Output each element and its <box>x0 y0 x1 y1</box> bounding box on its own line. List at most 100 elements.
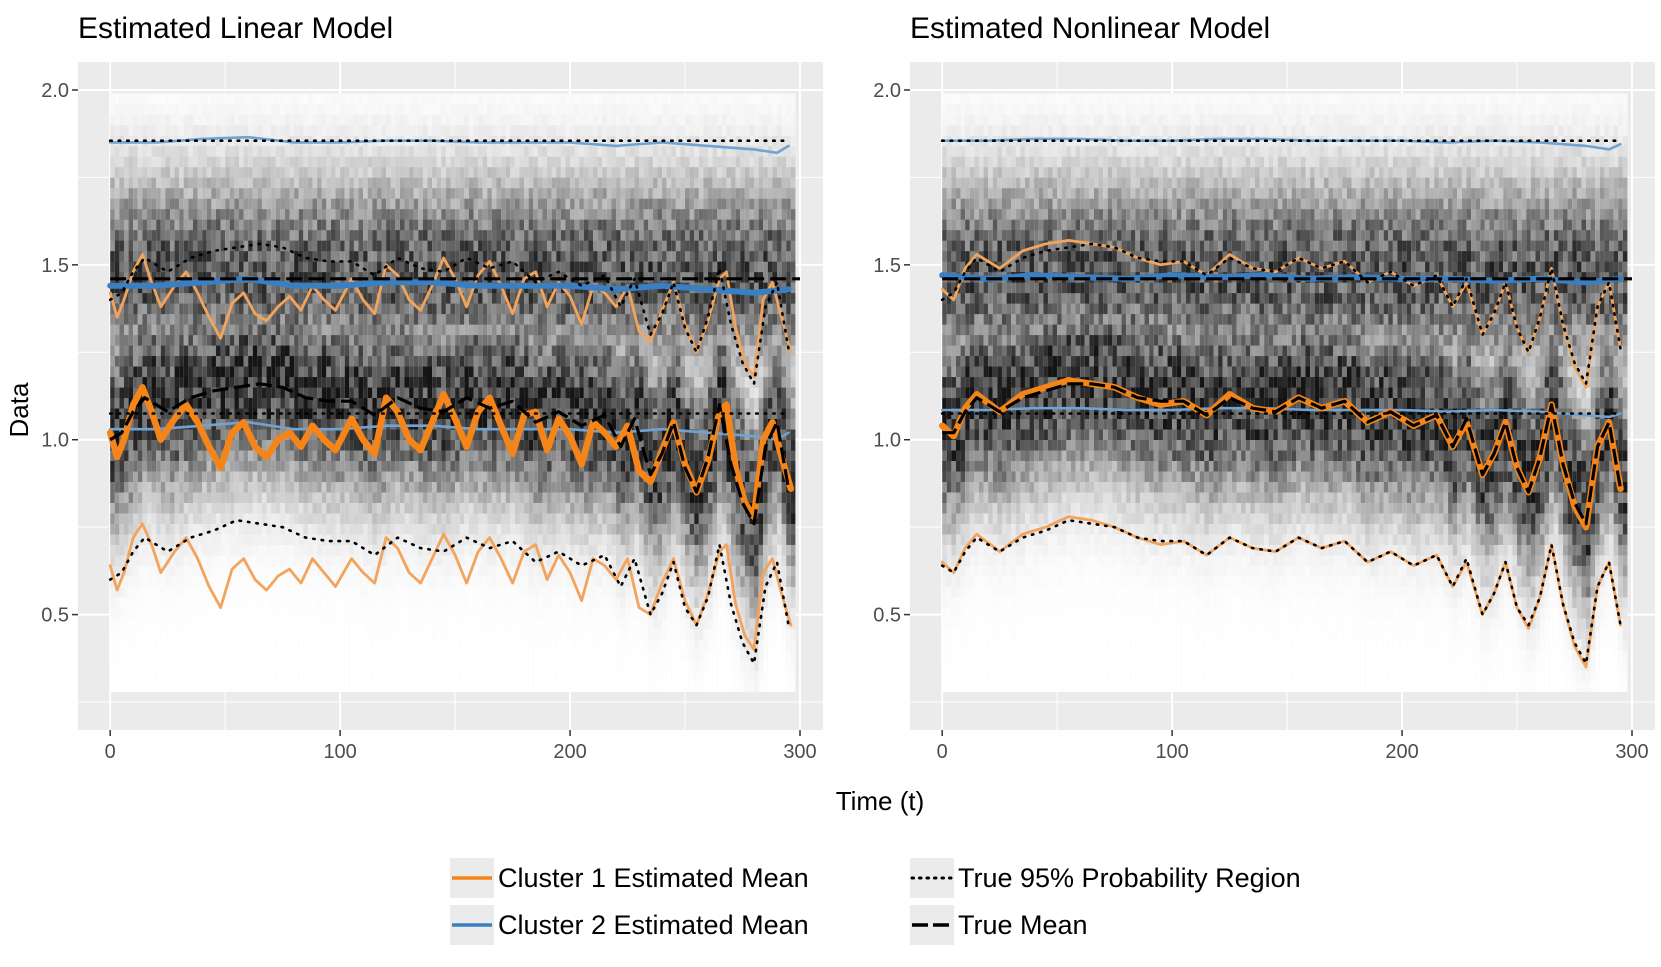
density-cell <box>238 114 244 126</box>
density-cell <box>183 156 189 168</box>
density-cell <box>450 156 456 168</box>
density-cell <box>422 481 428 493</box>
density-cell <box>234 355 239 367</box>
density-cell <box>234 628 239 640</box>
density-cell <box>427 576 433 587</box>
density-cell <box>303 177 308 189</box>
density-cell <box>445 376 451 388</box>
density-cell <box>271 124 276 136</box>
density-cell <box>192 523 198 535</box>
density-cell <box>192 177 198 189</box>
density-cell <box>395 534 400 545</box>
density-cell <box>179 93 184 105</box>
density-cell <box>491 492 497 503</box>
density-cell <box>404 355 410 367</box>
density-cell <box>197 408 203 420</box>
density-cell <box>441 145 446 157</box>
density-cell <box>156 187 161 199</box>
density-cell <box>183 660 189 671</box>
density-cell <box>358 250 364 262</box>
density-cell <box>298 502 304 514</box>
density-cell <box>482 555 488 566</box>
density-cell <box>455 93 460 105</box>
density-cell <box>271 492 276 503</box>
density-cell <box>436 513 442 524</box>
density-cell <box>192 324 198 336</box>
density-cell <box>340 471 345 482</box>
density-cell <box>202 502 207 514</box>
density-cell <box>386 376 391 388</box>
density-cell <box>381 481 387 493</box>
density-cell <box>390 502 396 514</box>
density-cell <box>192 187 198 199</box>
density-cell <box>386 681 391 692</box>
density-cell <box>363 376 368 388</box>
density-cell <box>353 376 359 388</box>
density-cell <box>234 481 239 493</box>
density-cell <box>174 292 180 304</box>
density-cell <box>427 250 433 262</box>
density-cell <box>160 597 166 608</box>
density-cell <box>441 544 446 556</box>
density-cell <box>211 334 216 346</box>
density-cell <box>294 376 299 388</box>
density-cell <box>160 261 166 273</box>
density-cell <box>266 250 272 262</box>
density-cell <box>128 376 134 388</box>
density-cell <box>496 114 502 126</box>
density-cell <box>169 261 175 273</box>
density-cell <box>395 460 400 472</box>
density-cell <box>501 471 506 482</box>
density-cell <box>363 523 368 535</box>
density-cell <box>303 229 308 241</box>
density-cell <box>206 639 212 650</box>
density-cell <box>390 460 396 472</box>
density-cell <box>280 460 285 472</box>
density-cell <box>123 618 129 629</box>
density-cell <box>441 156 446 168</box>
density-cell <box>330 660 336 671</box>
density-cell <box>468 303 474 315</box>
density-cell <box>280 492 285 503</box>
density-cell <box>174 586 180 598</box>
density-cell <box>298 355 304 367</box>
density-cell <box>146 124 152 136</box>
density-cell <box>119 450 124 462</box>
density-cell <box>156 366 161 378</box>
density-cell <box>459 187 465 199</box>
density-cell <box>349 397 354 409</box>
density-cell <box>234 114 239 126</box>
density-cell <box>349 250 354 262</box>
density-cell <box>307 145 313 157</box>
density-cell <box>303 345 308 357</box>
density-cell <box>114 576 120 587</box>
density-cell <box>303 208 308 220</box>
density-cell <box>215 250 221 262</box>
density-cell <box>353 145 359 157</box>
density-cell <box>501 639 506 650</box>
density-cell <box>340 324 345 336</box>
density-cell <box>238 544 244 556</box>
density-cell <box>234 576 239 587</box>
density-cell <box>289 492 295 503</box>
density-cell <box>142 355 147 367</box>
density-cell <box>390 544 396 556</box>
density-cell <box>413 114 419 126</box>
density-cell <box>317 345 322 357</box>
density-cell <box>169 586 175 598</box>
density-cell <box>372 555 377 566</box>
density-cell <box>404 156 410 168</box>
density-cell <box>215 355 221 367</box>
density-cell <box>344 397 350 409</box>
density-cell <box>312 156 318 168</box>
density-cell <box>436 114 442 126</box>
density-cell <box>353 250 359 262</box>
density-cell <box>432 618 437 629</box>
density-cell <box>326 660 331 671</box>
density-cell <box>427 166 433 178</box>
density-cell <box>381 366 387 378</box>
density-cell <box>275 366 281 378</box>
density-cell <box>294 429 299 441</box>
density-cell <box>220 114 226 126</box>
density-cell <box>202 250 207 262</box>
